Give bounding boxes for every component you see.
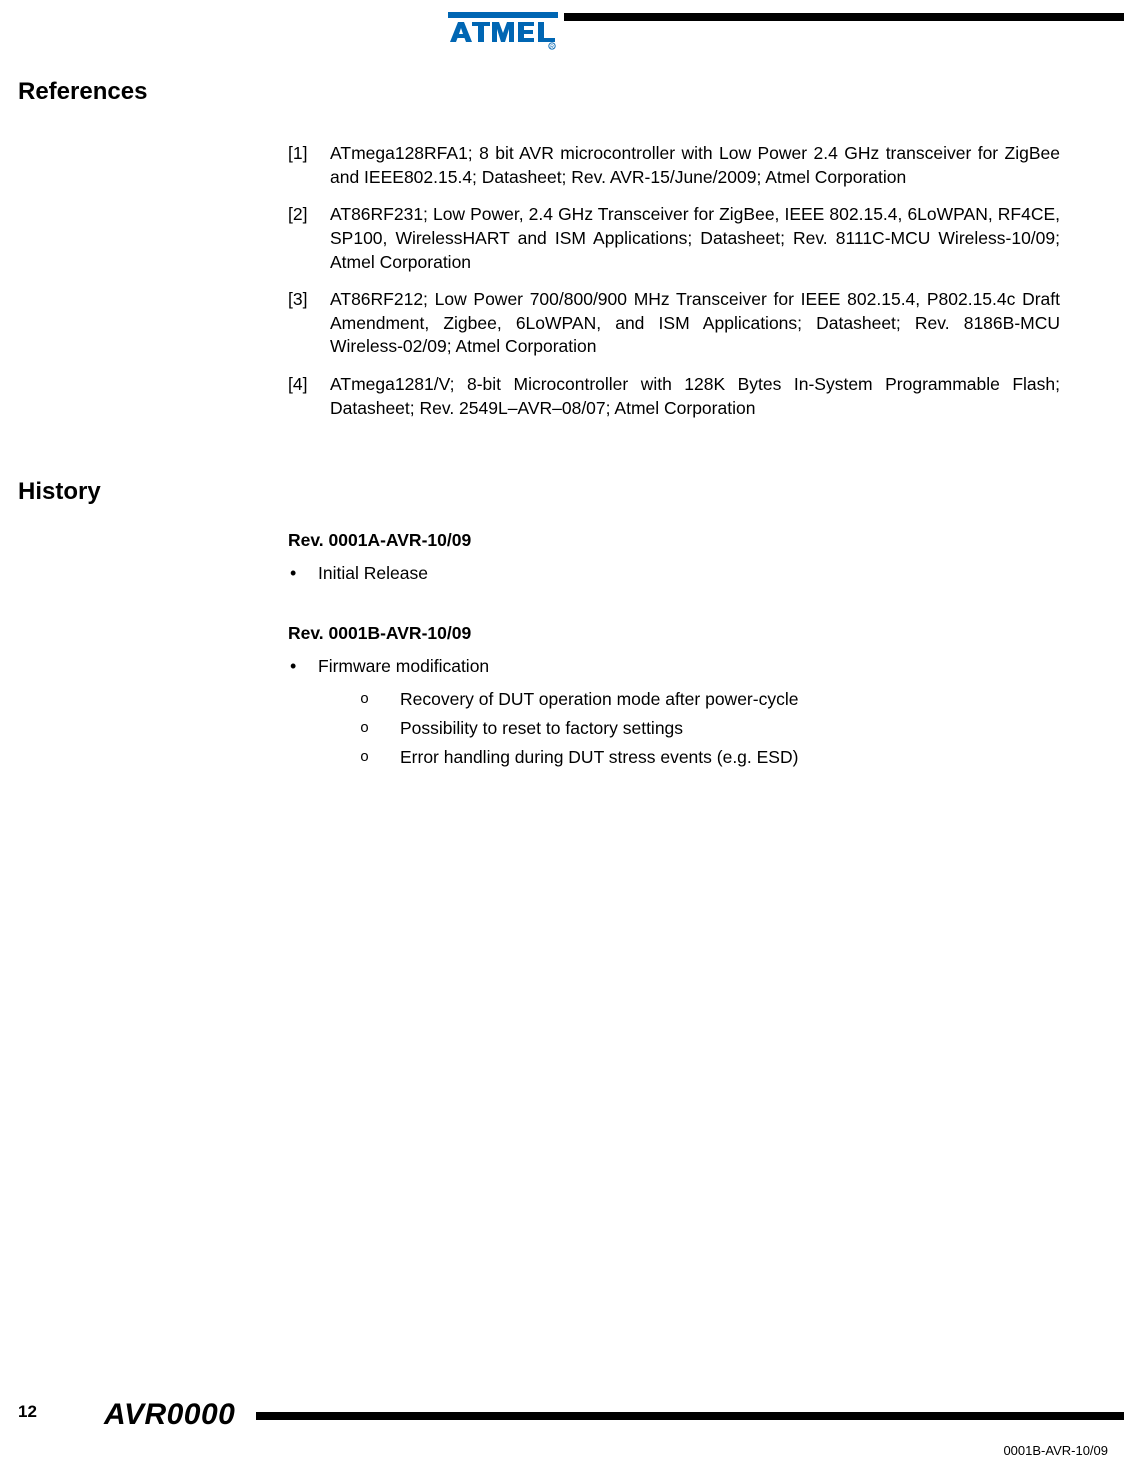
reference-number: [2] [288, 203, 330, 274]
atmel-logo: R [448, 12, 558, 50]
reference-number: [4] [288, 373, 330, 420]
sub-bullet-text: Recovery of DUT operation mode after pow… [400, 689, 1060, 710]
history-block: Rev. 0001A-AVR-10/09 • Initial Release R… [288, 530, 1060, 768]
revision-title: Rev. 0001A-AVR-10/09 [288, 530, 1060, 551]
bullet-icon: • [290, 656, 318, 678]
reference-number: [3] [288, 288, 330, 359]
reference-item: [2] AT86RF231; Low Power, 2.4 GHz Transc… [288, 203, 1060, 274]
sub-bullet-text: Possibility to reset to factory settings [400, 718, 1060, 739]
footer-rule [256, 1412, 1124, 1420]
references-heading: References [18, 78, 1124, 106]
page-content: References [1] ATmega128RFA1; 8 bit AVR … [0, 78, 1124, 776]
reference-text: ATmega1281/V; 8-bit Microcontroller with… [330, 373, 1060, 420]
reference-text: ATmega128RFA1; 8 bit AVR microcontroller… [330, 142, 1060, 189]
sub-bullet-icon: o [360, 747, 400, 768]
sub-bullet-icon: o [360, 689, 400, 710]
references-list: [1] ATmega128RFA1; 8 bit AVR microcontro… [288, 142, 1060, 420]
svg-text:R: R [550, 44, 554, 50]
header-rule [564, 13, 1124, 21]
revision-title: Rev. 0001B-AVR-10/09 [288, 623, 1060, 644]
history-heading: History [18, 478, 1124, 506]
page-number: 12 [18, 1402, 37, 1422]
history-bullet: • Firmware modification [290, 656, 1060, 678]
history-bullet: • Initial Release [290, 563, 1060, 585]
sub-bullet-icon: o [360, 718, 400, 739]
history-sub-bullet: o Recovery of DUT operation mode after p… [360, 689, 1060, 710]
page-header: R [0, 0, 1124, 56]
sub-bullet-text: Error handling during DUT stress events … [400, 747, 1060, 768]
reference-item: [3] AT86RF212; Low Power 700/800/900 MHz… [288, 288, 1060, 359]
bullet-icon: • [290, 563, 318, 585]
reference-text: AT86RF212; Low Power 700/800/900 MHz Tra… [330, 288, 1060, 359]
history-sub-bullet: o Possibility to reset to factory settin… [360, 718, 1060, 739]
reference-text: AT86RF231; Low Power, 2.4 GHz Transceive… [330, 203, 1060, 274]
document-id: 0001B-AVR-10/09 [1003, 1443, 1108, 1458]
history-sub-bullet: o Error handling during DUT stress event… [360, 747, 1060, 768]
bullet-text: Initial Release [318, 563, 1060, 585]
document-title: AVR0000 [104, 1398, 235, 1432]
reference-item: [1] ATmega128RFA1; 8 bit AVR microcontro… [288, 142, 1060, 189]
page-footer: 12 AVR0000 0001B-AVR-10/09 [0, 1394, 1124, 1458]
bullet-text: Firmware modification [318, 656, 1060, 678]
reference-number: [1] [288, 142, 330, 189]
reference-item: [4] ATmega1281/V; 8-bit Microcontroller … [288, 373, 1060, 420]
